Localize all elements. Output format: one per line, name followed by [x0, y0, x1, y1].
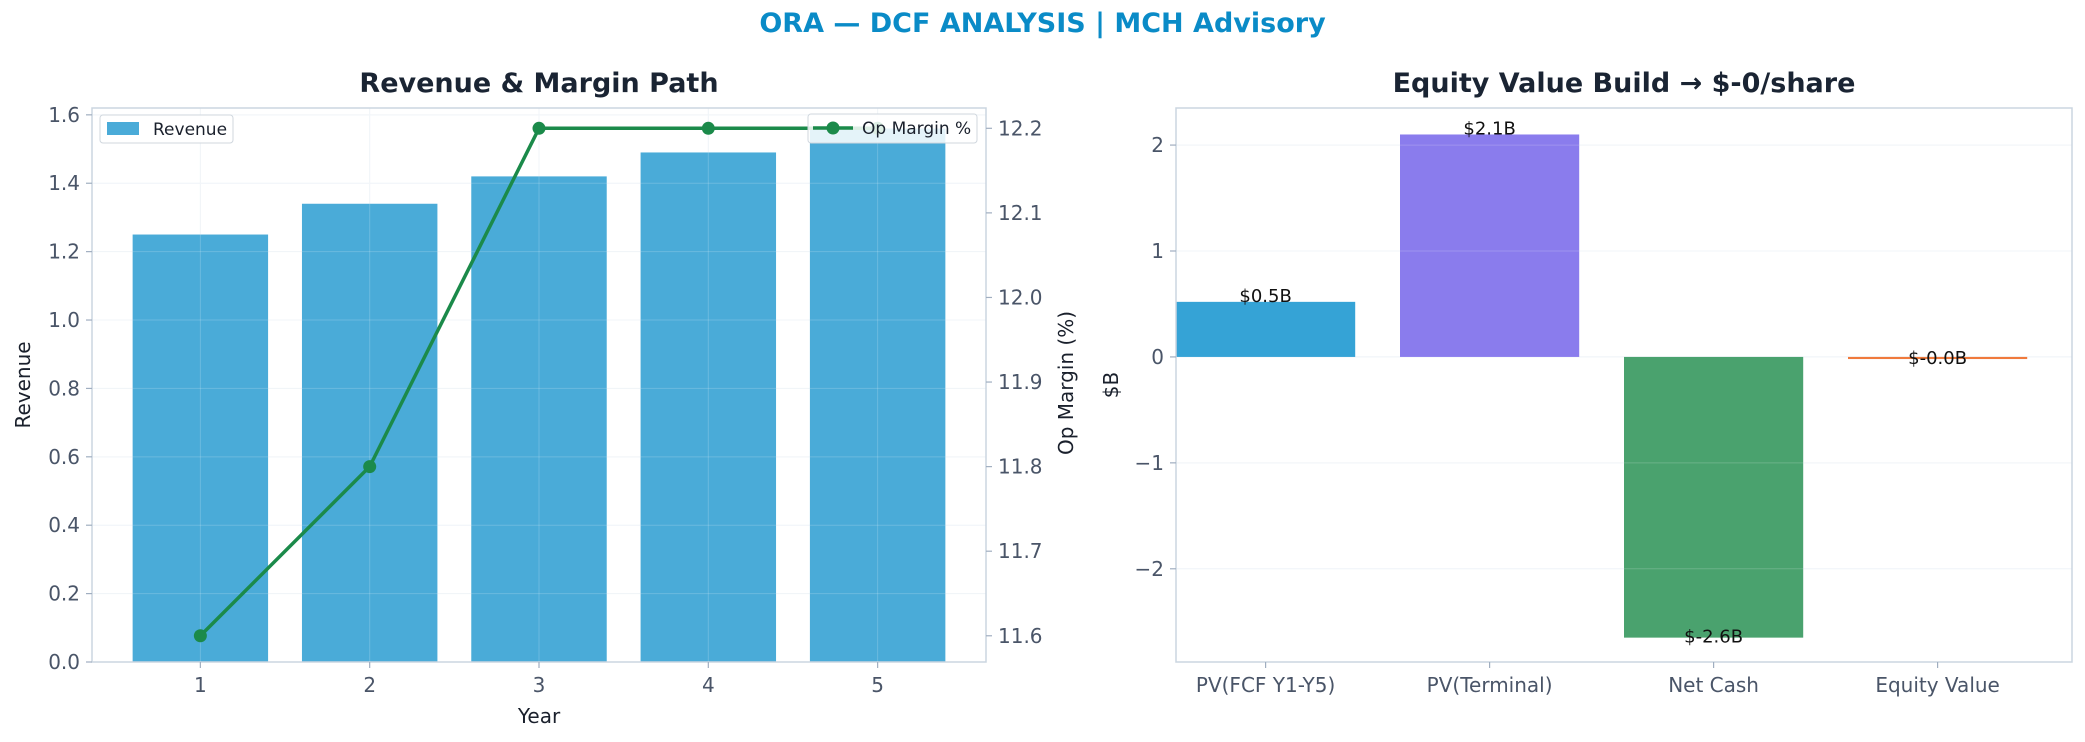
y2-tick-label: 12.0 [998, 285, 1043, 309]
y-axis-label: Revenue [11, 341, 35, 428]
x-tick-label: PV(FCF Y1-Y5) [1196, 673, 1335, 697]
op-margin-point [532, 121, 546, 135]
revenue-bar [640, 152, 777, 662]
y2-axis-label: Op Margin (%) [1054, 311, 1078, 455]
data-label: $2.1B [1463, 118, 1515, 139]
op-margin-point [701, 121, 715, 135]
op-margin-point [193, 629, 207, 643]
waterfall-bar [1848, 356, 2028, 360]
figure-title: ORA — DCF ANALYSIS | MCH Advisory [759, 8, 1326, 39]
y-tick-label: 1 [1151, 239, 1164, 263]
y-tick-label: −1 [1135, 451, 1164, 475]
waterfall-bar [1624, 356, 1804, 638]
y-tick-label: 0.8 [48, 376, 80, 400]
plot-frame-right [1175, 107, 2073, 663]
revenue-bar [809, 128, 946, 662]
y-tick-label: 1.6 [48, 103, 80, 127]
waterfall-bar [1176, 301, 1356, 357]
y2-tick-label: 12.2 [998, 116, 1043, 140]
x-tick-label: 2 [363, 673, 376, 697]
y2-tick-label: 11.9 [998, 370, 1043, 394]
x-tick-label: 4 [702, 673, 715, 697]
revenue-bar [471, 176, 607, 662]
x-tick-label: PV(Terminal) [1427, 673, 1553, 697]
y-tick-label: 1.4 [48, 171, 80, 195]
x-tick-label: 3 [533, 673, 546, 697]
data-label: $-2.6B [1684, 627, 1743, 648]
y-tick-label: 0.4 [48, 513, 80, 537]
y-tick-label: 2 [1151, 133, 1164, 157]
y2-tick-label: 11.7 [998, 539, 1043, 563]
y2-tick-label: 11.8 [998, 455, 1043, 479]
chart-title: Equity Value Build → $-0/share [1393, 68, 1856, 99]
x-tick-label: 5 [871, 673, 884, 697]
y-tick-label: 0.0 [48, 650, 80, 674]
y2-tick-label: 12.1 [998, 201, 1043, 225]
y-tick-label: 1.0 [48, 308, 80, 332]
data-label: $0.5B [1239, 286, 1291, 307]
data-label: $-0.0B [1908, 348, 1967, 369]
y-tick-label: 0 [1151, 345, 1164, 369]
y-tick-label: 0.2 [48, 582, 80, 606]
x-tick-label: 1 [194, 673, 207, 697]
legend-box-margin [807, 113, 978, 144]
legend-label-revenue: Revenue [153, 120, 227, 140]
legend-label-margin: Op Margin % [862, 119, 971, 139]
y-tick-label: 1.2 [48, 240, 80, 264]
y-axis-label: $B [1099, 372, 1123, 398]
waterfall-bar [1400, 134, 1580, 357]
x-tick-label: Equity Value [1875, 673, 2000, 697]
legend-marker-margin [826, 121, 840, 135]
legend-swatch-revenue [107, 122, 139, 135]
y2-tick-label: 11.6 [998, 624, 1043, 648]
y-tick-label: −2 [1135, 557, 1164, 581]
x-axis-label: Year [517, 704, 561, 728]
chart-title: Revenue & Margin Path [359, 68, 718, 99]
y-tick-label: 0.6 [48, 445, 80, 469]
x-tick-label: Net Cash [1668, 673, 1759, 697]
op-margin-point [363, 460, 377, 474]
revenue-bar [301, 203, 438, 662]
